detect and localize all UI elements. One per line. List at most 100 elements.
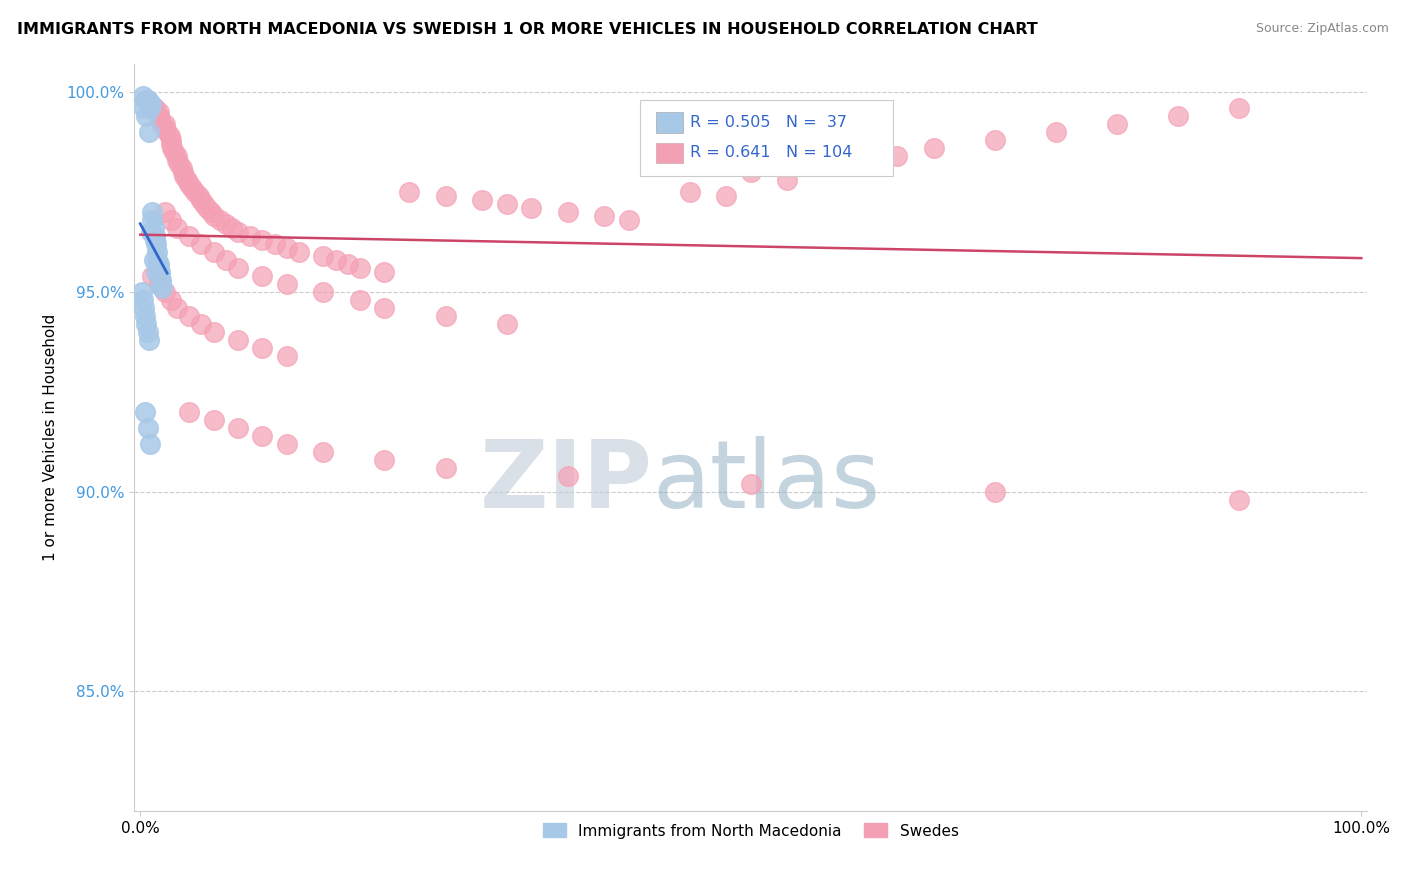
Point [776,173,799,187]
Point [740,476,762,491]
Point [136,325,159,339]
Text: ZIP: ZIP [479,436,652,528]
Point [837,157,859,171]
Point [325,252,347,267]
Point [176,173,198,187]
Point [142,252,165,267]
Point [149,113,172,128]
Point [252,428,274,442]
Point [148,257,170,271]
Point [434,309,457,323]
Point [134,404,156,418]
Point [132,301,155,315]
Text: R = 0.505   N =  37: R = 0.505 N = 37 [690,115,848,130]
Point [679,185,702,199]
Point [197,201,219,215]
Point [349,260,371,275]
Text: Source: ZipAtlas.com: Source: ZipAtlas.com [1256,22,1389,36]
Point [166,220,188,235]
Point [159,128,181,143]
Point [434,460,457,475]
Point [886,149,908,163]
Point [173,169,195,183]
Point [146,244,169,259]
Point [716,189,738,203]
Point [190,317,212,331]
Point [276,436,298,450]
Point [312,285,335,299]
Point [263,236,285,251]
Text: R = 0.641   N = 104: R = 0.641 N = 104 [690,145,852,161]
Point [145,265,167,279]
Point [150,273,173,287]
Point [202,325,225,339]
Y-axis label: 1 or more Vehicles in Household: 1 or more Vehicles in Household [44,314,58,561]
Point [179,404,201,418]
Point [288,244,311,259]
Point [131,285,153,299]
Point [148,105,170,120]
Point [1167,109,1189,123]
Point [373,265,395,279]
Point [145,236,167,251]
Point [373,452,395,467]
Point [132,89,155,103]
Point [922,141,945,155]
Point [138,125,160,139]
Point [252,341,274,355]
Bar [655,143,683,163]
Point [169,157,191,171]
Bar [655,112,683,133]
Point [215,217,238,231]
Point [187,189,209,203]
Point [202,244,225,259]
Point [239,228,262,243]
Point [1227,492,1250,507]
Point [984,133,1007,147]
Point [740,165,762,179]
Point [139,97,162,112]
Point [208,212,231,227]
Point [141,268,163,283]
Point [252,233,274,247]
Point [138,333,160,347]
Point [495,197,517,211]
Point [202,412,225,426]
Point [312,249,335,263]
Point [557,205,579,219]
Point [226,225,249,239]
Point [139,436,162,450]
Point [312,444,335,458]
Point [159,212,181,227]
Point [159,136,181,151]
Point [148,277,170,291]
Point [373,301,395,315]
Point [398,185,420,199]
Point [136,93,159,107]
Point [132,293,155,307]
Point [193,197,215,211]
Point [149,268,172,283]
Point [593,209,616,223]
Point [984,484,1007,499]
Point [557,468,579,483]
Point [143,228,166,243]
Point [520,201,543,215]
Point [153,117,176,131]
Point [276,241,298,255]
Point [190,193,212,207]
Point [156,125,179,139]
Point [134,309,156,323]
Point [141,101,163,115]
Point [190,236,212,251]
Point [252,268,274,283]
Point [179,309,201,323]
Point [617,212,640,227]
Point [150,281,173,295]
Point [166,301,188,315]
Point [148,260,170,275]
Point [153,120,176,135]
Point [149,265,172,279]
Legend: Immigrants from North Macedonia, Swedes: Immigrants from North Macedonia, Swedes [537,817,965,845]
Point [202,209,225,223]
